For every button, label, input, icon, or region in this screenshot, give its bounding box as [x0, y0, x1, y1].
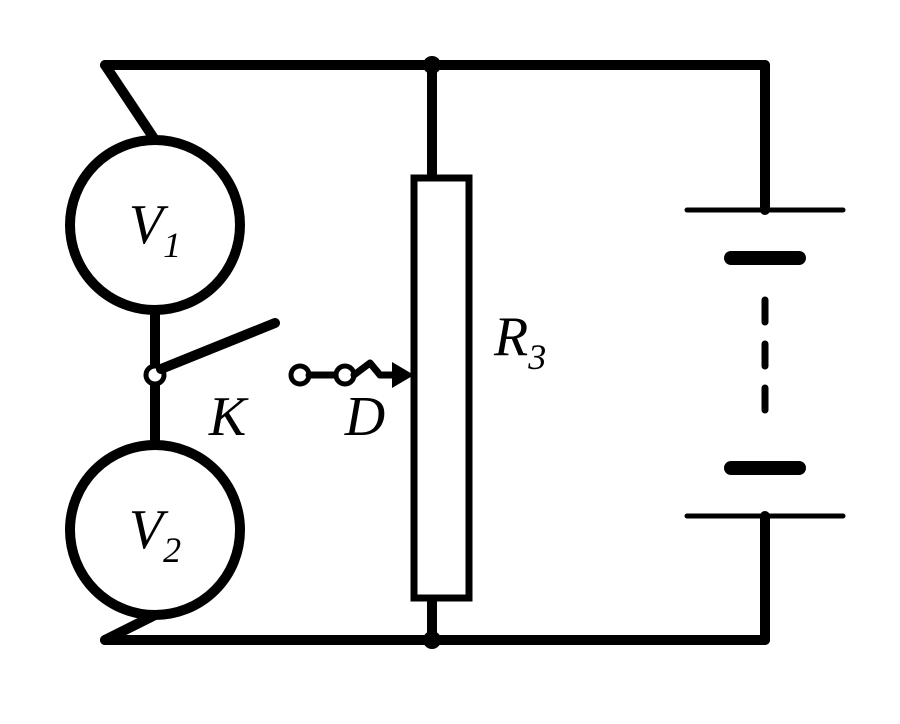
voltmeter-2-label: V2 — [129, 499, 181, 570]
switch-label: K — [208, 386, 249, 448]
wiper-label: D — [344, 386, 385, 448]
circuit-diagram: V1 V2 R3 K D — [0, 0, 900, 724]
rheostat-label: R3 — [493, 306, 546, 377]
voltmeter-1-label: V1 — [129, 194, 181, 265]
